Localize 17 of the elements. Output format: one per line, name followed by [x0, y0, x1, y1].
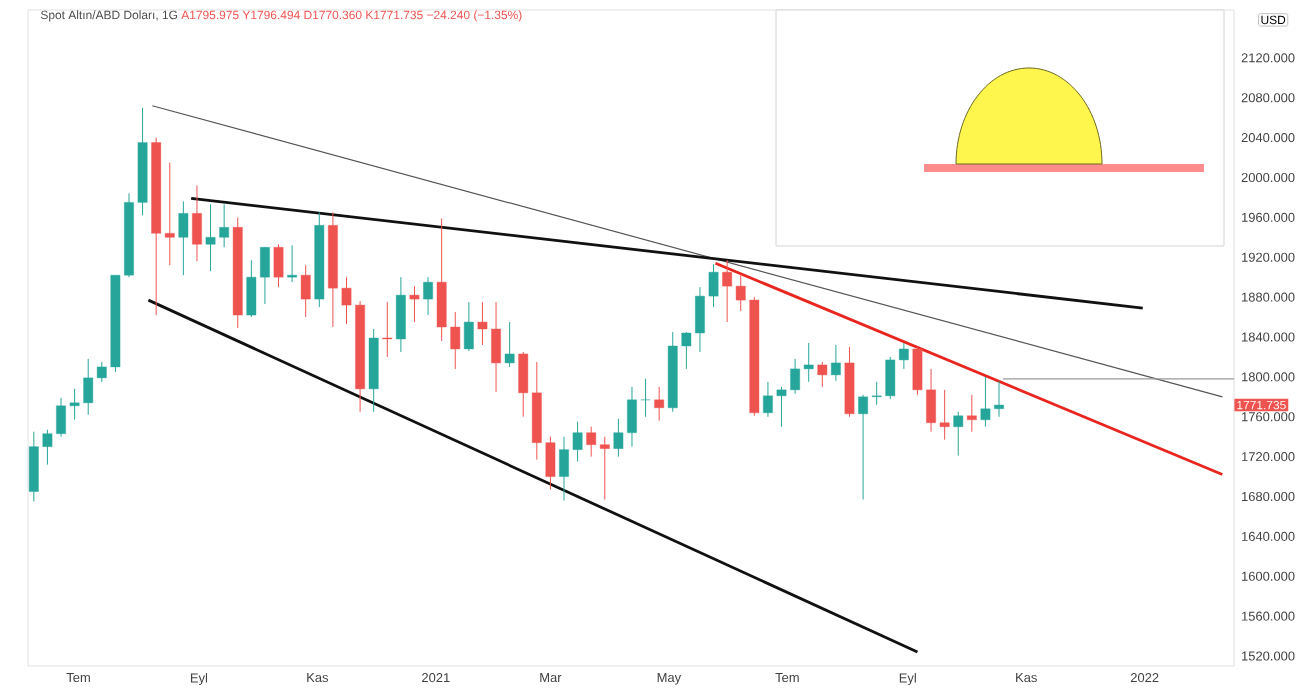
- candlestick: [953, 411, 964, 457]
- candlestick: [817, 361, 828, 388]
- candlestick: [966, 394, 977, 433]
- candlestick: [640, 378, 651, 418]
- candlestick: [463, 301, 474, 352]
- candlestick: [192, 184, 202, 262]
- candlestick: [654, 386, 665, 422]
- candlestick: [273, 243, 284, 288]
- candlestick: [504, 321, 515, 368]
- candlestick: [382, 301, 393, 358]
- candlestick: [409, 285, 420, 323]
- candlestick: [423, 276, 433, 316]
- candlestick: [178, 200, 189, 276]
- candlestick: [300, 264, 311, 318]
- candlestick: [396, 276, 406, 353]
- candlestick: [831, 344, 841, 382]
- candlestick: [287, 244, 297, 283]
